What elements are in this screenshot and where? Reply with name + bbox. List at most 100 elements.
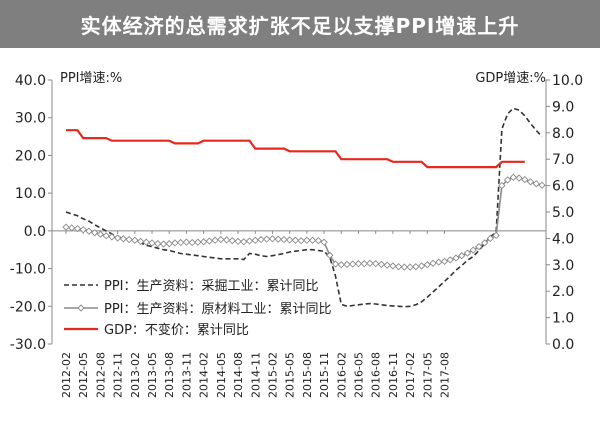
ppi-raw-material-point [257,235,265,244]
ppi-raw-material-point [177,238,185,247]
ppi-raw-material-series-line [65,176,543,268]
ppi-raw-material-point [337,261,345,269]
x-tick-label: 2013-05 [146,352,159,398]
ppi-raw-material-point [538,181,546,189]
ppi-raw-material-point [394,263,403,271]
legend-label-1: PPI：生产资料：采掘工业：累计同比 [104,279,319,294]
right-tick-label: 8.0 [552,126,574,142]
ppi-raw-material-point [360,260,368,268]
ppi-raw-material-point [440,257,449,266]
ppi-raw-material-point [119,235,127,243]
ppi-raw-material-point [526,178,535,186]
ppi-raw-material-point [217,235,225,244]
ppi-raw-material-point [372,260,380,268]
ppi-raw-material-point [383,261,391,269]
x-tick-label: 2015-08 [301,352,314,398]
ppi-raw-material-point [286,236,294,244]
ppi-raw-material-point [136,237,145,246]
left-tick-label: -10.0 [10,262,46,278]
x-tick-label: 2016-11 [387,352,400,398]
ppi-raw-material-point [492,231,500,240]
ppi-raw-material-point [446,256,454,264]
ppi-raw-material-point [435,258,443,266]
legend-marker [77,304,85,312]
ppi-raw-material-point [452,254,460,262]
ppi-raw-material-point [263,235,271,243]
ppi-raw-material-point [498,181,506,190]
ppi-raw-material-point [205,237,214,245]
ppi-raw-material-point [366,259,374,267]
ppi-raw-material-point [165,240,173,248]
ppi-raw-material-point [515,174,523,182]
ppi-raw-material-point [503,176,512,184]
ppi-raw-material-point [475,243,483,251]
ppi-raw-material-point [85,227,93,235]
ppi-raw-material-point [228,237,236,245]
ppi-raw-material-point [142,238,150,246]
ppi-raw-material-point [171,239,179,247]
x-tick-label: 2016-05 [352,352,365,398]
x-tick-label: 2014-02 [198,352,211,398]
left-tick-label: 10.0 [15,186,46,202]
legend-label-2: PPI：生产资料：原材料工业：累计同比 [104,302,332,317]
x-tick-label: 2016-02 [335,352,348,398]
right-tick-label: 6.0 [552,179,574,195]
ppi-raw-material-point [297,237,305,245]
ppi-raw-material-point [79,226,87,234]
left-tick-label: 20.0 [15,148,46,164]
ppi-raw-material-point [200,238,208,246]
x-tick-label: 2013-08 [163,352,176,398]
ppi-raw-material-point [102,232,110,240]
ppi-raw-material-point [400,263,408,271]
ppi-raw-material-point [182,238,191,246]
ppi-raw-material-point [303,236,311,244]
ppi-raw-material-point [314,237,322,245]
ppi-raw-material-point [486,234,495,243]
x-tick-label: 2012-11 [112,352,125,398]
left-tick-label: 0.0 [24,224,46,240]
right-tick-label: 3.0 [552,258,574,274]
x-tick-label: 2016-08 [370,352,383,398]
ppi-raw-material-point [125,235,133,244]
ppi-raw-material-point [194,238,202,246]
ppi-raw-material-point [245,237,254,245]
ppi-raw-material-point [320,238,328,246]
x-tick-label: 2015-02 [266,352,279,398]
x-tick-label: 2014-08 [232,352,245,398]
right-tick-label: 1.0 [552,311,574,327]
ppi-raw-material-point [463,249,472,257]
ppi-raw-material-point [240,238,248,246]
x-tick-label: 2012-05 [77,352,90,398]
ppi-raw-material-point [280,235,288,244]
ppi-raw-material-point [481,239,489,247]
ppi-raw-material-point [211,236,219,244]
ppi-raw-material-point [469,246,477,254]
ppi-raw-material-point [423,261,431,269]
ppi-raw-material-point [417,262,426,270]
x-tick-label: 2017-02 [404,352,417,398]
ppi-raw-material-point [73,224,82,233]
right-tick-label: 5.0 [552,205,574,221]
ppi-raw-material-point [62,223,70,231]
right-tick-label: 4.0 [552,231,574,247]
left-tick-label: -20.0 [10,299,46,315]
ppi-raw-material-point [326,251,334,260]
ppi-raw-material-point [108,233,116,241]
left-tick-label: -30.0 [10,337,46,353]
x-tick-label: 2014-05 [215,352,228,398]
x-tick-label: 2013-11 [180,352,193,398]
ppi-raw-material-point [349,260,357,268]
ppi-raw-material-point [406,263,414,271]
ppi-raw-material-point [234,237,242,246]
right-tick-label: 9.0 [552,99,574,115]
ppi-raw-material-point [154,240,162,248]
ppi-raw-material-point [458,252,466,260]
x-tick-label: 2013-02 [129,352,142,398]
right-axis-label: GDP增速:% [475,71,546,86]
ppi-raw-material-point [429,259,437,267]
ppi-raw-material-point [222,236,231,244]
right-tick-label: 7.0 [552,152,574,168]
ppi-raw-material-point [68,224,76,232]
x-tick-label: 2015-11 [318,352,331,398]
